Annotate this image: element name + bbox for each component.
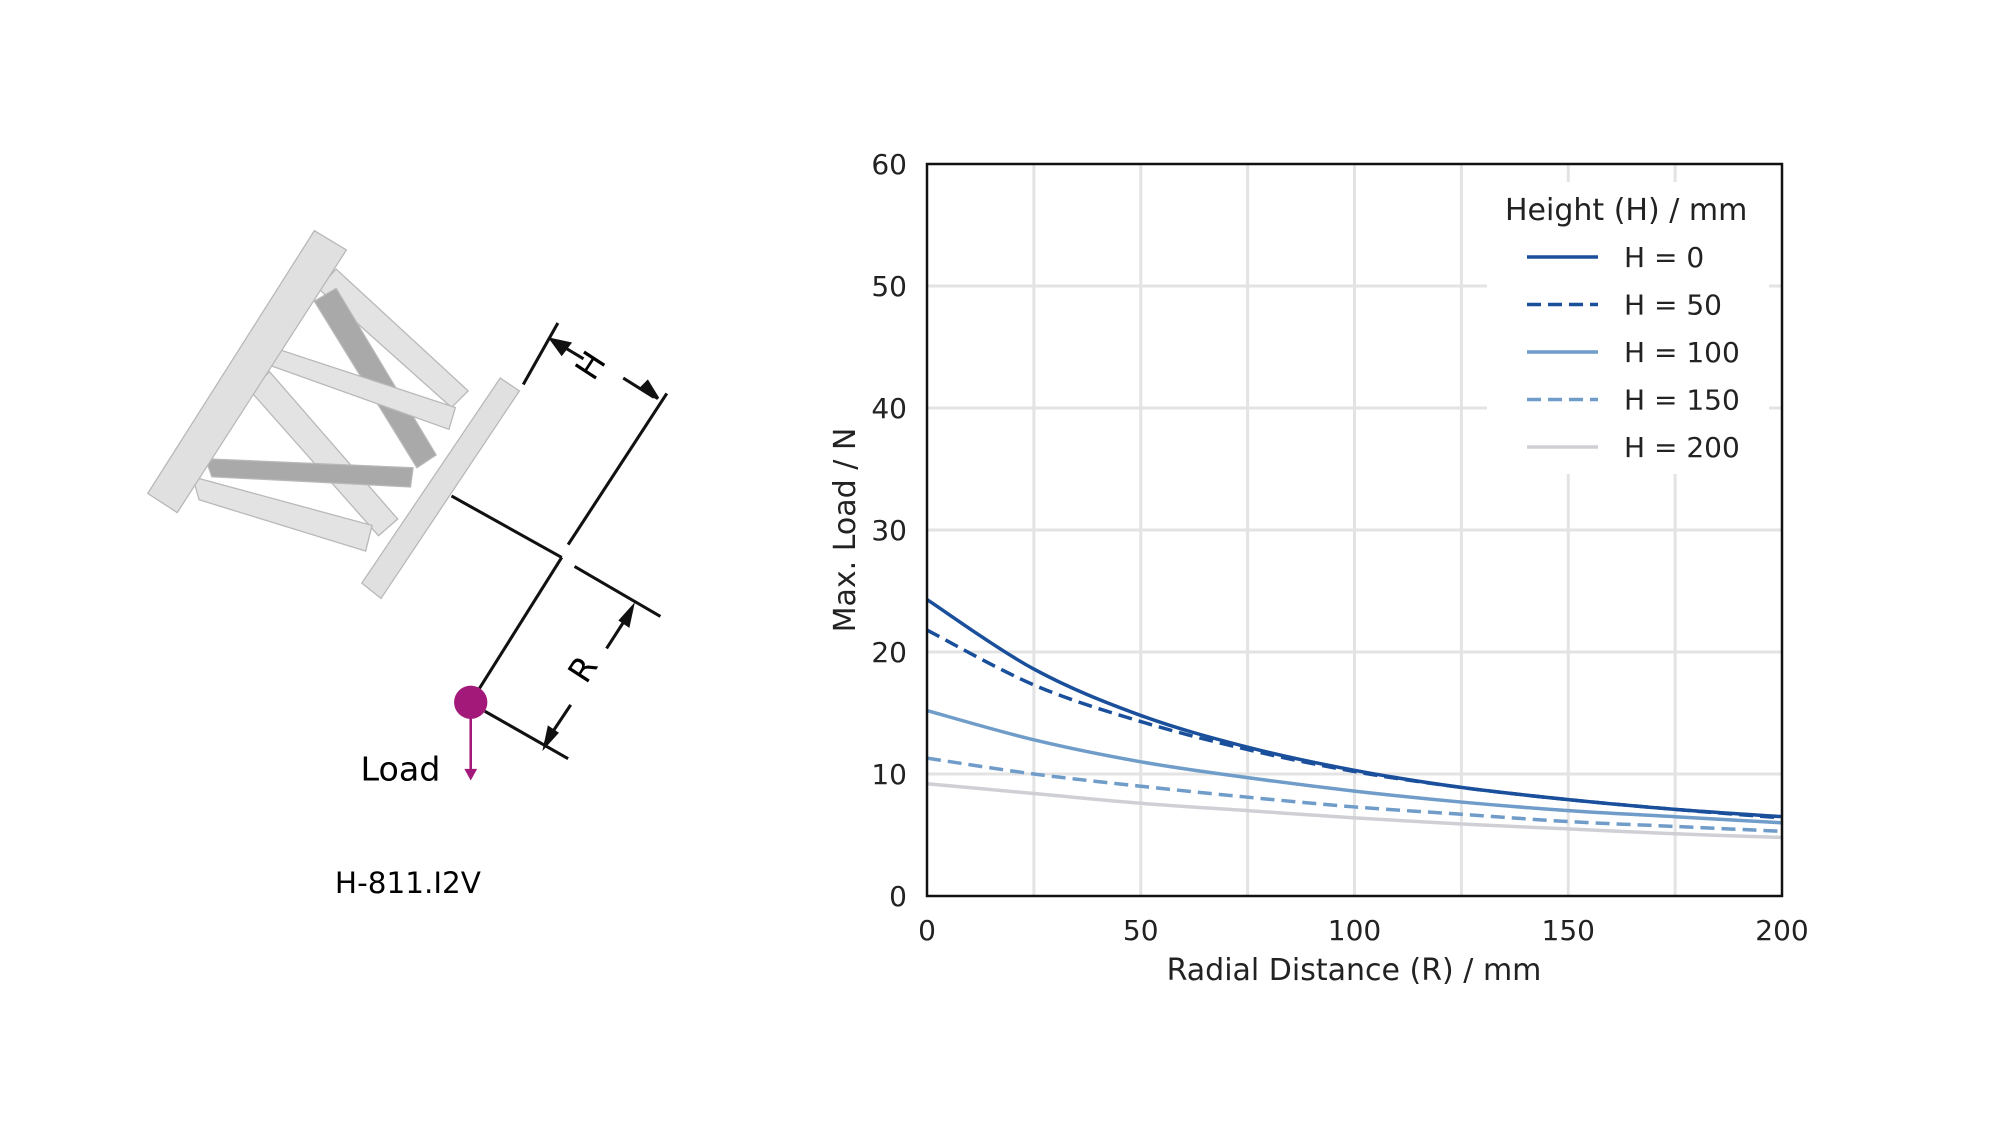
y-tick-label: 10: [871, 758, 907, 791]
y-tick-label: 50: [871, 270, 907, 303]
strut: [204, 458, 414, 488]
hexapod-illustration: [146, 229, 521, 600]
strut: [191, 475, 373, 552]
load-point: [454, 685, 488, 719]
model-label: H-811.I2V: [335, 866, 481, 900]
y-tick-label: 30: [871, 514, 907, 547]
x-tick-label: 100: [1328, 914, 1381, 947]
y-axis-label: Max. Load / N: [828, 428, 863, 633]
legend-entry-label: H = 50: [1624, 289, 1722, 322]
tick-labels: 0 50 100 150 200 0 10 20 30 40 50 60: [871, 148, 1808, 947]
y-tick-label: 40: [871, 392, 907, 425]
legend-title: Height (H) / mm: [1505, 193, 1747, 228]
load-label: Load: [361, 749, 441, 788]
plot-frame: [925, 162, 1784, 898]
series-line-h0: [926, 598, 1783, 819]
legend-entry-label: H = 100: [1624, 336, 1740, 369]
x-tick-label: 0: [918, 914, 936, 947]
legend-entry-label: H = 0: [1624, 241, 1704, 274]
x-tick-label: 150: [1542, 914, 1595, 947]
y-tick-label: 20: [871, 636, 907, 669]
grid-lines: [927, 164, 1782, 896]
legend-entry-label: H = 150: [1624, 384, 1740, 417]
x-tick-label: 50: [1123, 914, 1159, 947]
load-arrowhead: [464, 768, 478, 781]
strut: [313, 287, 437, 469]
x-tick-label: 200: [1755, 914, 1808, 947]
legend-entry-label: H = 200: [1624, 431, 1740, 464]
series-line-h200: [926, 782, 1783, 840]
legend: Height (H) / mm H = 0 H = 50 H = 100 H = 150…: [1487, 182, 1769, 474]
x-axis-label: Radial Distance (R) / mm: [1167, 953, 1542, 988]
top-plate: [360, 377, 521, 600]
series-line-h150: [926, 756, 1783, 834]
y-tick-label: 0: [889, 880, 907, 913]
base-plate: [146, 229, 348, 514]
dimension-lines: [450, 322, 669, 761]
y-tick-label: 60: [871, 148, 907, 181]
series-lines: [926, 598, 1783, 840]
legend-background: [1487, 182, 1769, 474]
series-line-h100: [926, 708, 1783, 825]
